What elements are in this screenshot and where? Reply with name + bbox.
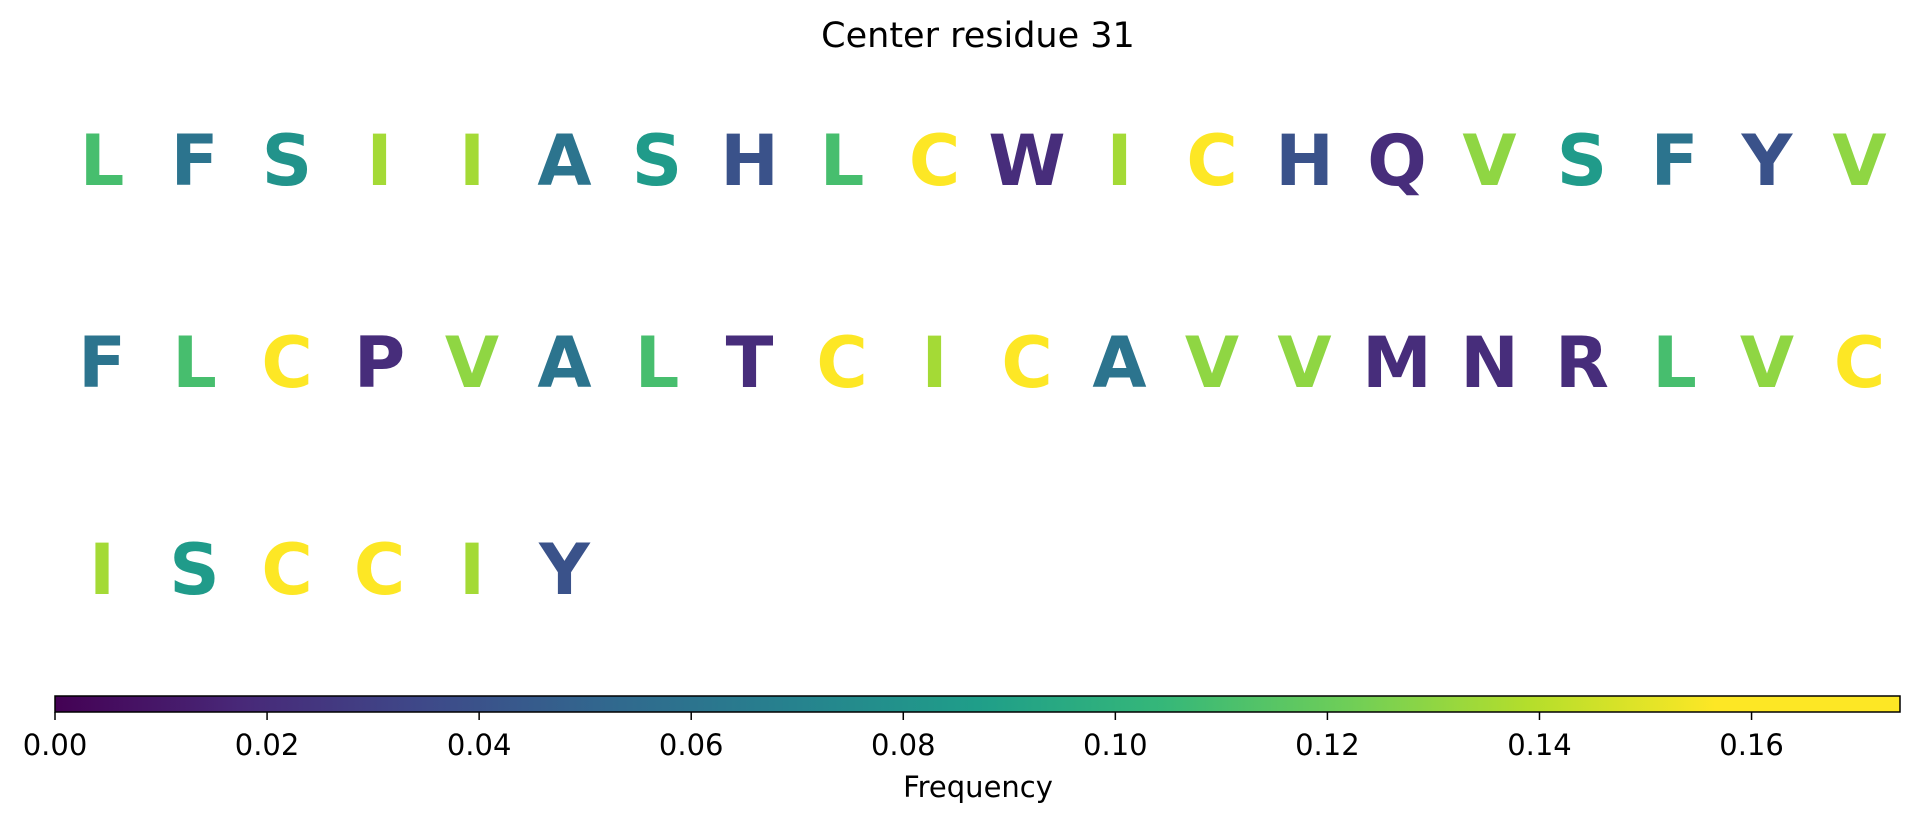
colorbar: 0.00 0.02 0.04 0.06 0.08 0.10 0.12 0.14 0.16 Fre…: [23, 695, 1901, 804]
residue-letter: C: [1001, 322, 1052, 404]
residue-letter: M: [1362, 322, 1432, 404]
residue-letter: A: [537, 322, 591, 404]
residue-letter: I: [366, 120, 392, 202]
colorbar-tick-label: 0.12: [1295, 728, 1360, 762]
residue-letter: T: [726, 322, 774, 404]
residue-letter-grid: L F S I I A S H L C W I C H Q V S F Y VF L C P V A L T C I C A V V M N R L V C…: [78, 120, 1887, 611]
residue-letter: S: [632, 120, 682, 202]
residue-letter: V: [1832, 120, 1886, 202]
residue-letter: S: [1557, 120, 1607, 202]
residue-letter: P: [354, 322, 405, 404]
chart-title: Center residue 31: [821, 16, 1135, 56]
residue-letter: A: [537, 120, 591, 202]
residue-letter: A: [1092, 322, 1146, 404]
residue-letter: C: [816, 322, 867, 404]
residue-letter: V: [1277, 322, 1331, 404]
colorbar-tick-label: 0.08: [871, 728, 936, 762]
residue-letter: F: [171, 120, 219, 202]
residue-letter: I: [89, 529, 115, 611]
residue-letter: I: [921, 322, 947, 404]
residue-letter: Q: [1367, 120, 1427, 202]
colorbar-label: Frequency: [903, 770, 1053, 804]
residue-letter: R: [1555, 322, 1609, 404]
residue-letter: H: [720, 120, 779, 202]
residue-letter: N: [1460, 322, 1519, 404]
residue-letter: C: [354, 529, 405, 611]
residue-letter: F: [78, 322, 126, 404]
colorbar-tick-label: 0.02: [235, 728, 300, 762]
residue-letter: L: [80, 120, 125, 202]
residue-letter: C: [1834, 322, 1885, 404]
colorbar-tick-label: 0.14: [1507, 728, 1572, 762]
residue-letter: Y: [538, 529, 591, 611]
residue-letter: S: [169, 529, 219, 611]
colorbar-tick-label: 0.00: [23, 728, 88, 762]
residue-letter: C: [909, 120, 960, 202]
colorbar-tick-label: 0.10: [1083, 728, 1148, 762]
residue-letter: Y: [1741, 120, 1794, 202]
residue-letter: L: [635, 322, 680, 404]
residue-letter: L: [820, 120, 865, 202]
residue-letter: F: [1651, 120, 1699, 202]
residue-letter: I: [459, 529, 485, 611]
colorbar-tick-label: 0.06: [659, 728, 724, 762]
residue-letter: C: [1186, 120, 1237, 202]
colorbar-tick-label: 0.16: [1719, 728, 1784, 762]
colorbar-gradient: [54, 695, 1901, 713]
residue-letter: S: [262, 120, 312, 202]
residue-letter: V: [1740, 322, 1794, 404]
residue-letter: C: [261, 322, 312, 404]
residue-letter: H: [1275, 120, 1334, 202]
residue-letter: I: [1106, 120, 1132, 202]
residue-letter: V: [1462, 120, 1516, 202]
residue-letter: I: [459, 120, 485, 202]
residue-letter: W: [988, 120, 1065, 202]
colorbar-tick-label: 0.04: [447, 728, 512, 762]
residue-letter: L: [1652, 322, 1697, 404]
residue-letter: V: [445, 322, 499, 404]
residue-letter: L: [172, 322, 217, 404]
colorbar-ticks: 0.00 0.02 0.04 0.06 0.08 0.10 0.12 0.14 0.16: [23, 712, 1784, 762]
residue-letter: C: [261, 529, 312, 611]
residue-letter: V: [1185, 322, 1239, 404]
